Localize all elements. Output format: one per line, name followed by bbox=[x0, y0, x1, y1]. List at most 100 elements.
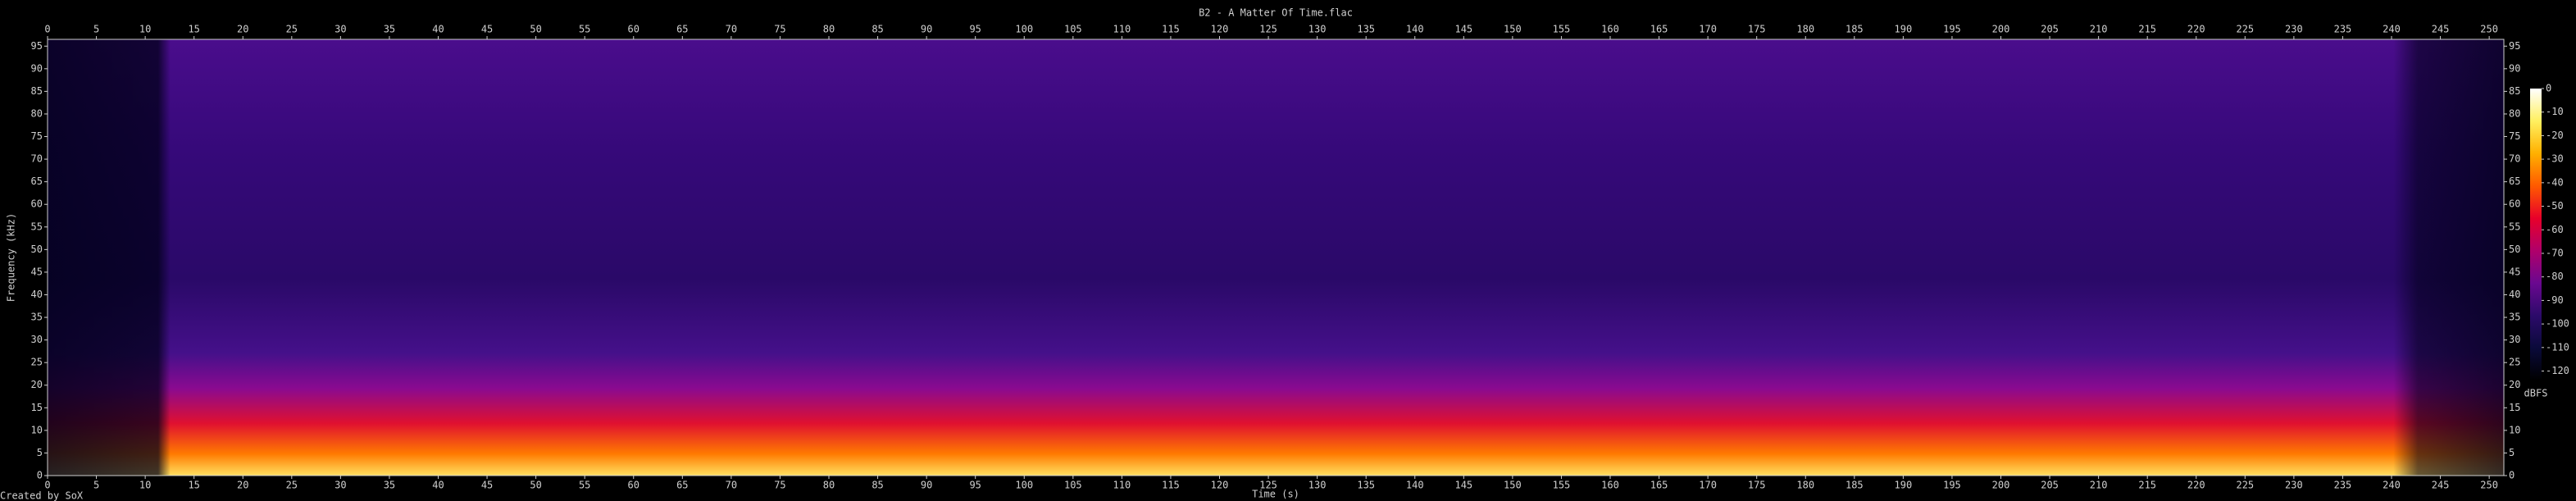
y-tick-label: 30 bbox=[31, 334, 43, 345]
colorbar-tick-label: -70 bbox=[2546, 247, 2564, 258]
y-tick-label: 45 bbox=[31, 266, 43, 277]
chart-title: B2 - A Matter Of Time.flac bbox=[1199, 7, 1353, 19]
y-tick-label-right: 45 bbox=[2509, 266, 2520, 277]
x-tick-label-top: 115 bbox=[1162, 24, 1180, 35]
y-tick-label: 25 bbox=[31, 357, 43, 368]
y-tick-label-right: 5 bbox=[2509, 447, 2515, 458]
x-tick-label-top: 170 bbox=[1699, 24, 1717, 35]
x-tick-label-top: 155 bbox=[1553, 24, 1571, 35]
x-tick-label: 110 bbox=[1113, 480, 1131, 491]
x-tick-label-top: 210 bbox=[2090, 24, 2108, 35]
x-tick-label-top: 70 bbox=[726, 24, 737, 35]
x-tick-label: 5 bbox=[93, 480, 99, 491]
colorbar-tick-label: -80 bbox=[2546, 271, 2564, 282]
x-tick-label-top: 175 bbox=[1748, 24, 1766, 35]
plot-frame bbox=[47, 39, 2505, 476]
y-tick-label: 95 bbox=[31, 40, 43, 52]
x-tick-label: 80 bbox=[823, 480, 835, 491]
x-tick-label-top: 145 bbox=[1454, 24, 1472, 35]
y-tick-label-right: 40 bbox=[2509, 289, 2520, 300]
colorbar-tick-label: -90 bbox=[2546, 294, 2564, 306]
y-axis-label: Frequency (kHz) bbox=[6, 213, 17, 302]
x-tick-label: 215 bbox=[2138, 480, 2156, 491]
x-tick-label: 150 bbox=[1504, 480, 1522, 491]
x-tick-label-top: 165 bbox=[1650, 24, 1668, 35]
x-tick-label: 230 bbox=[2285, 480, 2303, 491]
x-tick-label-top: 50 bbox=[530, 24, 541, 35]
y-tick-label-right: 65 bbox=[2509, 175, 2520, 187]
x-tick-label: 30 bbox=[335, 480, 346, 491]
colorbar-tick-label: -60 bbox=[2546, 224, 2564, 235]
x-axis-label: Time (s) bbox=[1252, 489, 1299, 500]
y-tick-label: 55 bbox=[31, 221, 43, 232]
x-tick-label: 90 bbox=[921, 480, 932, 491]
x-tick-label: 95 bbox=[969, 480, 981, 491]
x-tick-label-top: 85 bbox=[872, 24, 883, 35]
x-tick-label-top: 105 bbox=[1064, 24, 1082, 35]
y-tick-label: 20 bbox=[31, 379, 43, 390]
x-tick-label: 245 bbox=[2432, 480, 2450, 491]
y-tick-label: 50 bbox=[31, 244, 43, 255]
x-tick-label-top: 230 bbox=[2285, 24, 2303, 35]
x-tick-label-top: 235 bbox=[2334, 24, 2352, 35]
y-tick-label-right: 15 bbox=[2509, 402, 2520, 413]
x-tick-label-top: 120 bbox=[1211, 24, 1229, 35]
x-tick-label-top: 125 bbox=[1259, 24, 1277, 35]
x-tick-label-top: 150 bbox=[1504, 24, 1522, 35]
x-tick-label: 10 bbox=[139, 480, 151, 491]
x-tick-label-top: 205 bbox=[2041, 24, 2059, 35]
colorbar-tick-label: 0 bbox=[2546, 83, 2551, 94]
x-tick-label-top: 245 bbox=[2432, 24, 2450, 35]
y-tick-label-right: 80 bbox=[2509, 107, 2520, 119]
x-tick-label: 145 bbox=[1454, 480, 1472, 491]
y-tick-label-right: 95 bbox=[2509, 40, 2520, 52]
x-tick-label-top: 55 bbox=[579, 24, 590, 35]
x-tick-label-top: 80 bbox=[823, 24, 835, 35]
x-tick-label-top: 5 bbox=[93, 24, 99, 35]
x-tick-label: 135 bbox=[1357, 480, 1375, 491]
x-tick-label: 25 bbox=[286, 480, 298, 491]
x-tick-label: 160 bbox=[1601, 480, 1619, 491]
x-tick-label-top: 0 bbox=[44, 24, 50, 35]
y-tick-label: 85 bbox=[31, 85, 43, 97]
x-tick-label-top: 195 bbox=[1943, 24, 1961, 35]
x-tick-label: 140 bbox=[1406, 480, 1424, 491]
colorbar-tick-label: -20 bbox=[2546, 130, 2564, 141]
x-tick-label-top: 30 bbox=[335, 24, 346, 35]
x-tick-label: 180 bbox=[1796, 480, 1814, 491]
x-tick-label: 105 bbox=[1064, 480, 1082, 491]
y-tick-label: 40 bbox=[31, 289, 43, 300]
x-tick-label: 85 bbox=[872, 480, 883, 491]
colorbar-tick-label: -100 bbox=[2546, 318, 2569, 330]
x-tick-label-top: 60 bbox=[628, 24, 639, 35]
y-tick-label: 0 bbox=[37, 470, 43, 481]
x-tick-label-top: 180 bbox=[1796, 24, 1814, 35]
y-tick-label: 75 bbox=[31, 130, 43, 142]
y-tick-label-right: 0 bbox=[2509, 470, 2515, 481]
x-tick-label: 185 bbox=[1846, 480, 1864, 491]
y-tick-label: 80 bbox=[31, 107, 43, 119]
y-tick-label-right: 50 bbox=[2509, 244, 2520, 255]
y-tick-label-right: 85 bbox=[2509, 85, 2520, 97]
colorbar-tick-label: -120 bbox=[2546, 365, 2569, 376]
x-tick-label: 75 bbox=[774, 480, 785, 491]
x-tick-label-top: 90 bbox=[921, 24, 932, 35]
x-tick-label: 195 bbox=[1943, 480, 1961, 491]
x-tick-label: 35 bbox=[384, 480, 395, 491]
colorbar-tick-label: -110 bbox=[2546, 341, 2569, 353]
y-tick-label: 70 bbox=[31, 153, 43, 165]
x-tick-label-top: 200 bbox=[1992, 24, 2010, 35]
x-tick-label-top: 215 bbox=[2138, 24, 2156, 35]
x-tick-label: 175 bbox=[1748, 480, 1766, 491]
x-tick-label-top: 10 bbox=[139, 24, 151, 35]
y-tick-label: 10 bbox=[31, 424, 43, 435]
y-tick-label-right: 30 bbox=[2509, 334, 2520, 345]
x-tick-label-top: 110 bbox=[1113, 24, 1131, 35]
y-tick-label-right: 90 bbox=[2509, 62, 2520, 74]
x-tick-label: 60 bbox=[628, 480, 639, 491]
y-tick-label-right: 10 bbox=[2509, 424, 2520, 435]
x-tick-label-top: 190 bbox=[1895, 24, 1913, 35]
colorbar-tick-label: -40 bbox=[2546, 176, 2564, 188]
x-tick-label: 240 bbox=[2383, 480, 2401, 491]
x-tick-label: 55 bbox=[579, 480, 590, 491]
